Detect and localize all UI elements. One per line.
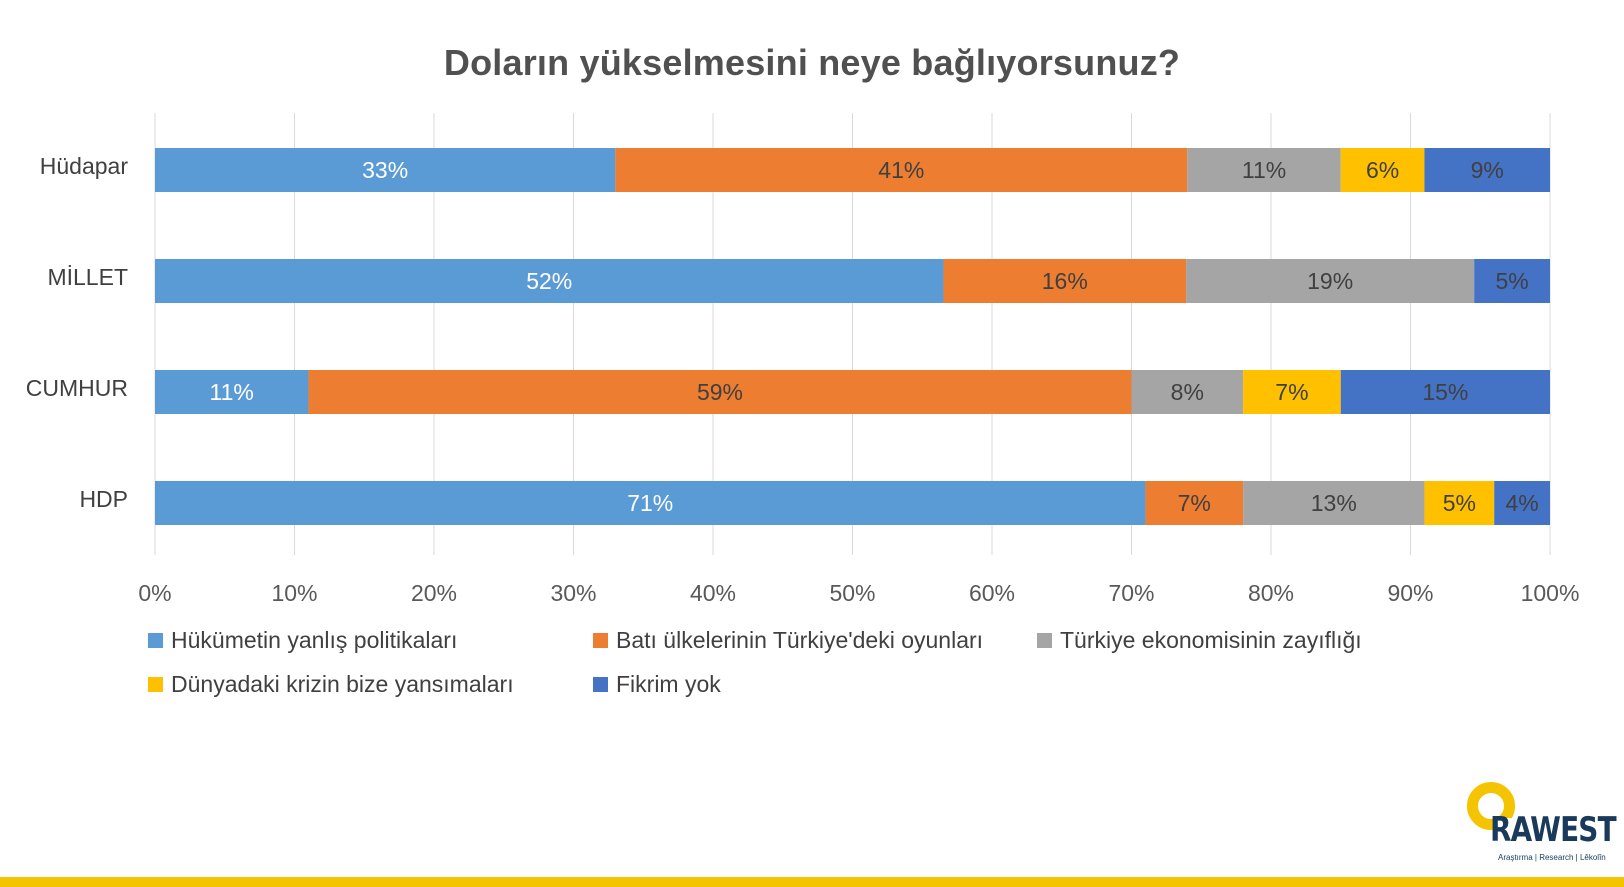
data-label: 9% bbox=[1471, 157, 1504, 183]
rawest-logo: RAWEST Araştırma | Research | Lêkolîn bbox=[1462, 778, 1617, 870]
bar-segment bbox=[943, 259, 1187, 303]
logo-tagline: Araştırma | Research | Lêkolîn bbox=[1498, 853, 1606, 862]
data-label: 33% bbox=[362, 157, 408, 183]
x-tick-label: 70% bbox=[1108, 580, 1154, 606]
category-axis: Hüdapar MİLLET CUMHUR HDP bbox=[26, 153, 129, 512]
category-label: CUMHUR bbox=[26, 375, 128, 401]
data-label: 13% bbox=[1311, 490, 1357, 516]
data-label: 71% bbox=[627, 490, 673, 516]
data-label: 11% bbox=[210, 379, 254, 405]
bar-segment bbox=[615, 148, 1188, 192]
bar-segment bbox=[308, 370, 1132, 414]
legend-label: Fikrim yok bbox=[616, 671, 721, 697]
chart-plot: 33% 41% 11% 6% 9% 52% 16% 19% 5% 11% 59% 8% 7% 15% 71%… bbox=[26, 113, 1579, 606]
legend-label: Hükümetin yanlış politikaları bbox=[171, 627, 458, 653]
x-tick-label: 100% bbox=[1521, 580, 1580, 606]
category-label: Hüdapar bbox=[40, 153, 129, 179]
bar-segment bbox=[1187, 148, 1341, 192]
logo-wordmark: RAWEST bbox=[1490, 810, 1617, 850]
x-tick-label: 80% bbox=[1248, 580, 1294, 606]
value-axis: 0% 10% 20% 30% 40% 50% 60% 70% 80% 90% 100% bbox=[138, 580, 1579, 606]
legend-item: Dünyadaki krizin bize yansımaları bbox=[148, 671, 514, 698]
x-tick-label: 90% bbox=[1387, 580, 1433, 606]
category-label: MİLLET bbox=[47, 264, 128, 290]
legend-swatch bbox=[148, 633, 163, 648]
data-label: 16% bbox=[1042, 268, 1088, 294]
data-label: 15% bbox=[1422, 379, 1468, 405]
data-label: 5% bbox=[1495, 268, 1528, 294]
data-label: 6% bbox=[1366, 157, 1399, 183]
data-label: 7% bbox=[1275, 379, 1308, 405]
x-tick-label: 30% bbox=[550, 580, 596, 606]
data-labels: 33% 41% 11% 6% 9% 52% 16% 19% 5% 11% 59% 8% 7% 15% 71%… bbox=[210, 157, 1539, 516]
data-label: 5% bbox=[1443, 490, 1476, 516]
data-label: 8% bbox=[1171, 379, 1204, 405]
data-label: 52% bbox=[526, 268, 572, 294]
x-tick-label: 10% bbox=[271, 580, 317, 606]
legend-item: Fikrim yok bbox=[593, 671, 721, 698]
bar-series bbox=[155, 148, 1550, 525]
chart-title: Doların yükselmesini neye bağlıyorsunuz? bbox=[443, 42, 1181, 83]
legend-label: Dünyadaki krizin bize yansımaları bbox=[171, 671, 514, 697]
x-tick-label: 20% bbox=[411, 580, 457, 606]
legend-label: Batı ülkelerinin Türkiye'deki oyunları bbox=[616, 627, 984, 653]
bar-segment bbox=[155, 481, 1146, 525]
bar-segment bbox=[1474, 259, 1550, 303]
data-label: 11% bbox=[1242, 157, 1286, 183]
bar-segment bbox=[1424, 481, 1495, 525]
legend-item: Türkiye ekonomisinin zayıflığı bbox=[1037, 627, 1362, 654]
legend-label: Türkiye ekonomisinin zayıflığı bbox=[1060, 627, 1362, 653]
bar-segment bbox=[1186, 259, 1475, 303]
bar-segment bbox=[155, 148, 616, 192]
bar-segment bbox=[1340, 148, 1425, 192]
bar-segment bbox=[1243, 481, 1425, 525]
legend-swatch bbox=[1037, 633, 1052, 648]
x-tick-label: 50% bbox=[829, 580, 875, 606]
data-label: 59% bbox=[697, 379, 743, 405]
bar-segment bbox=[155, 259, 944, 303]
bar-segment bbox=[1494, 481, 1550, 525]
data-label: 19% bbox=[1307, 268, 1353, 294]
legend-swatch bbox=[148, 677, 163, 692]
data-label: 41% bbox=[878, 157, 924, 183]
bar-segment bbox=[1424, 148, 1550, 192]
bar-segment bbox=[155, 370, 309, 414]
legend-item: Hükümetin yanlış politikaları bbox=[148, 627, 457, 654]
x-tick-label: 0% bbox=[138, 580, 171, 606]
category-label: HDP bbox=[79, 486, 128, 512]
bar-segment bbox=[1243, 370, 1341, 414]
x-tick-label: 40% bbox=[690, 580, 736, 606]
legend-swatch bbox=[593, 633, 608, 648]
data-label: 4% bbox=[1505, 490, 1538, 516]
x-tick-label: 60% bbox=[969, 580, 1015, 606]
legend-swatch bbox=[593, 677, 608, 692]
logo-ring-icon bbox=[1467, 782, 1515, 830]
bar-segment bbox=[1340, 370, 1550, 414]
data-label: 7% bbox=[1178, 490, 1211, 516]
bar-segment bbox=[1131, 370, 1244, 414]
legend-item: Batı ülkelerinin Türkiye'deki oyunları bbox=[593, 627, 983, 654]
bar-segment bbox=[1145, 481, 1244, 525]
bottom-accent-bar bbox=[0, 877, 1624, 887]
